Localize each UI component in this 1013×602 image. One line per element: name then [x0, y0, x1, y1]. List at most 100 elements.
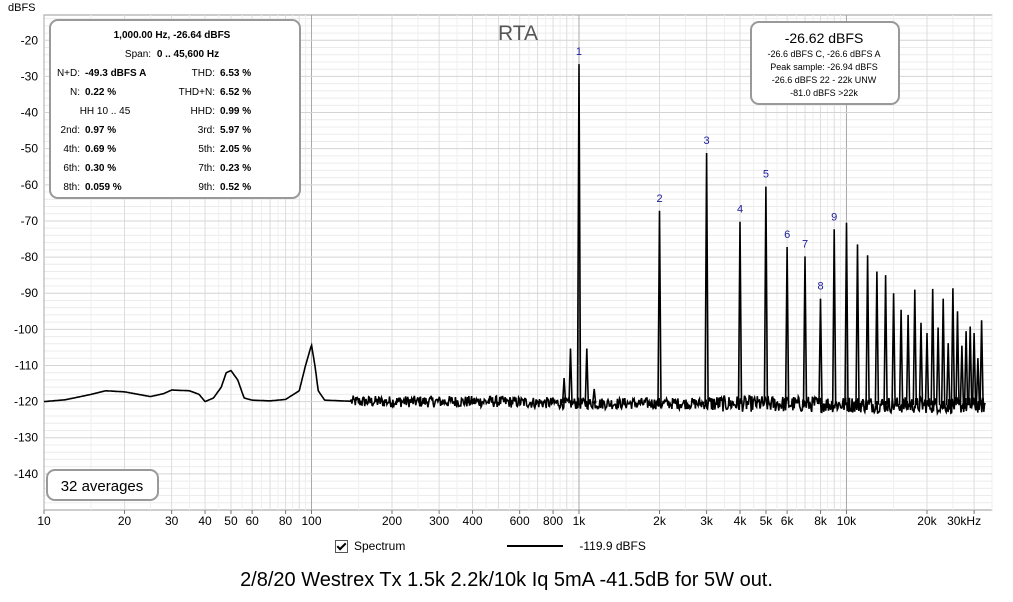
- x-tick-label: 40: [198, 514, 212, 528]
- spur-peak: [568, 348, 573, 404]
- x-tick-label: 6k: [781, 514, 795, 528]
- x-axis: 10 20 30 40 50 60 80 100 200 300 400 600 800 1k 2k 3k 4k…: [37, 510, 981, 528]
- legend-spectrum-value: -119.9 dBFS: [579, 539, 646, 553]
- stats-right-label: 9th:: [198, 182, 215, 193]
- stats-right-value: 2.05 %: [220, 144, 251, 155]
- x-tick-label: 30kHz: [947, 514, 981, 528]
- y-tick-label: -50: [21, 142, 39, 156]
- harmonic-peak: [855, 244, 860, 405]
- harmonic-peak-8: [818, 298, 823, 405]
- harmonic-peak-1: [576, 64, 582, 404]
- level-line-1: -26.6 dBFS C, -26.6 dBFS A: [767, 49, 880, 59]
- stats-left-value: 0.69 %: [85, 144, 116, 155]
- harmonic-label: 2: [656, 193, 662, 205]
- harmonic-label: 6: [784, 229, 790, 241]
- harmonic-peak-7: [802, 256, 808, 405]
- harmonic-peak-9: [831, 229, 837, 405]
- x-tick-label: 3k: [700, 514, 714, 528]
- spectrum-noise-trace: [43, 342, 986, 416]
- harmonic-peak-6: [784, 246, 790, 405]
- stats-left-label: 2nd:: [61, 125, 80, 136]
- spur-peak: [561, 378, 567, 404]
- y-tick-label: -80: [21, 250, 39, 264]
- stats-left-label: 4th:: [63, 144, 80, 155]
- averages-badge: 32 averages: [46, 469, 159, 501]
- x-tick-label: 4k: [734, 514, 748, 528]
- x-tick-label: 5k: [760, 514, 774, 528]
- spectrum-series: [43, 64, 986, 416]
- x-tick-label: 10k: [837, 514, 857, 528]
- level-line-3: -26.6 dBFS 22 - 22k UNW: [772, 75, 877, 85]
- harmonic-peak: [912, 289, 918, 406]
- legend-spectrum-label: Spectrum: [354, 539, 406, 553]
- stats-span-value: 0 .. 45,600 Hz: [157, 49, 219, 60]
- harmonic-peak: [935, 327, 941, 406]
- stats-left-value: 0.97 %: [85, 125, 116, 136]
- harmonic-peak: [891, 293, 896, 405]
- level-box: -26.62 dBFS -26.6 dBFS C, -26.6 dBFS A P…: [750, 21, 900, 105]
- x-tick-label: 2k: [653, 514, 667, 528]
- x-tick-label: 1k: [573, 514, 587, 528]
- harmonic-peak: [905, 314, 911, 406]
- harmonic-label: 3: [704, 135, 710, 147]
- harmonic-peak: [950, 288, 956, 406]
- stats-right-label: THD+N:: [179, 87, 215, 98]
- y-tick-label: -100: [14, 322, 38, 336]
- stats-right-value: 0.23 %: [220, 163, 251, 174]
- y-tick-label: -40: [21, 106, 39, 120]
- harmonic-label: 9: [831, 211, 837, 223]
- stats-right-value: 0.52 %: [220, 182, 251, 193]
- figure-caption: 2/8/20 Westrex Tx 1.5k 2.2k/10k Iq 5mA -…: [240, 569, 773, 591]
- stats-left-label: 8th:: [63, 182, 80, 193]
- x-tick-label: 100: [301, 514, 321, 528]
- x-tick-label: 8k: [814, 514, 828, 528]
- chart-legend: Spectrum -119.9 dBFS: [335, 536, 646, 556]
- harmonic-label: 4: [737, 204, 743, 216]
- stats-span-label: Span:: [125, 49, 151, 60]
- stats-fundamental: 1,000.00 Hz, -26.64 dBFS: [114, 30, 231, 41]
- harmonic-peak-2: [657, 210, 662, 404]
- stats-left-label: N+D:: [57, 68, 80, 79]
- stats-left-value: -49.3 dBFS A: [85, 68, 146, 79]
- stats-right-label: 7th:: [198, 163, 215, 174]
- y-tick-label: -60: [21, 178, 39, 192]
- x-tick-label: 30: [165, 514, 179, 528]
- x-tick-label: 200: [382, 514, 402, 528]
- x-tick-label: 400: [463, 514, 483, 528]
- x-tick-label: 20: [118, 514, 132, 528]
- x-tick-label: 50: [224, 514, 238, 528]
- stats-right-label: HHD:: [191, 106, 215, 117]
- harmonic-peak-4: [737, 221, 743, 404]
- harmonic-peak: [930, 288, 935, 406]
- y-tick-label: -130: [14, 431, 38, 445]
- y-tick-label: -20: [21, 33, 39, 47]
- harmonic-peak: [940, 298, 946, 406]
- y-tick-label: -90: [21, 286, 39, 300]
- x-tick-label: 600: [510, 514, 530, 528]
- x-tick-label: 60: [245, 514, 259, 528]
- spur-peak: [591, 388, 597, 404]
- stats-left-value: 0.22 %: [85, 87, 116, 98]
- x-tick-label: 80: [279, 514, 293, 528]
- stats-box: 1,000.00 Hz, -26.64 dBFS Span: 0 .. 45,6…: [49, 19, 301, 199]
- harmonic-peak: [975, 358, 981, 406]
- x-tick-label: 800: [543, 514, 563, 528]
- stats-right-label: THD:: [192, 68, 215, 79]
- stats-right-value: 6.52 %: [220, 87, 251, 98]
- svg-text:Span: 0 .. 45,600 Hz: Span: 0 .. 45,600 Hz: [125, 49, 219, 60]
- harmonic-peak: [959, 345, 965, 406]
- harmonic-peak: [898, 309, 904, 406]
- stats-left-label: HH 10 .. 45: [80, 106, 131, 117]
- level-line-2: Peak sample: -26.94 dBFS: [770, 62, 878, 72]
- legend-line-swatch: [507, 545, 564, 547]
- harmonic-peak-5: [763, 186, 769, 404]
- harmonic-peak: [918, 322, 924, 406]
- harmonic-peak: [924, 332, 930, 406]
- stats-right-label: 5th:: [198, 144, 215, 155]
- spectrum-checkbox[interactable]: [335, 539, 348, 553]
- stats-right-value: 5.97 %: [220, 125, 251, 136]
- chart-title: RTA: [498, 22, 538, 45]
- harmonic-peak: [945, 343, 951, 406]
- averages-label: 32 averages: [61, 478, 144, 495]
- harmonic-peak: [874, 271, 880, 405]
